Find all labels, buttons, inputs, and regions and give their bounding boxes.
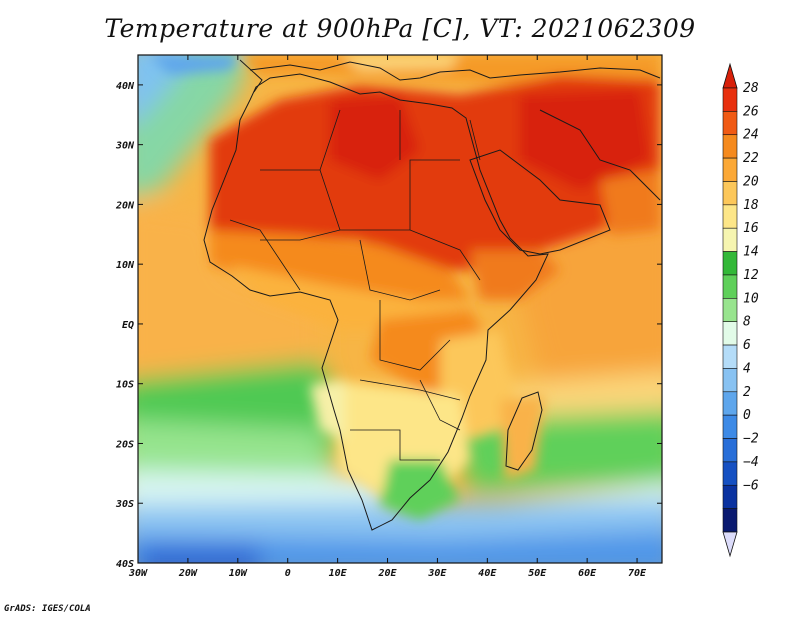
lat-tick-label: 40S bbox=[116, 559, 134, 570]
colorbar-label: −4 bbox=[743, 455, 759, 470]
colorbar-label: 2 bbox=[743, 385, 751, 400]
colorbar-swatch bbox=[722, 461, 738, 486]
lon-tick-label: 20E bbox=[377, 568, 397, 579]
colorbar-label: 22 bbox=[743, 151, 759, 166]
colorbar-label: 10 bbox=[743, 291, 759, 306]
coastlines-and-borders bbox=[203, 59, 661, 531]
colorbar-label: −6 bbox=[743, 478, 759, 493]
colorbar-swatch bbox=[722, 321, 738, 346]
europe-coastline bbox=[249, 61, 661, 81]
map-title: Temperature at 900hPa [C], VT: 202106230… bbox=[104, 14, 696, 43]
colorbar-label: 14 bbox=[743, 245, 759, 260]
lat-tick-label: 10S bbox=[116, 380, 134, 391]
colorbar-swatch bbox=[722, 87, 738, 112]
lon-tick-label: 60E bbox=[578, 568, 597, 579]
colorbar-swatch bbox=[722, 157, 738, 182]
lat-tick-label: 20N bbox=[115, 200, 135, 211]
colorbar-swatch bbox=[722, 508, 738, 533]
colorbar-swatch bbox=[722, 251, 738, 276]
colorbar-label: 4 bbox=[743, 361, 751, 376]
lat-tick-label: EQ bbox=[122, 320, 134, 331]
lon-tick-label: 0 bbox=[285, 568, 291, 579]
credit-text: GrADS: IGES/COLA bbox=[4, 604, 91, 614]
colorbar-swatch bbox=[722, 438, 738, 463]
plot-frame bbox=[137, 54, 663, 564]
colorbar-label: 16 bbox=[743, 221, 759, 236]
colorbar-label: 6 bbox=[743, 338, 751, 353]
madagascar-coastline bbox=[505, 391, 543, 471]
colorbar-label: 24 bbox=[743, 128, 759, 143]
colorbar-swatch bbox=[722, 484, 738, 509]
colorbar-label: 18 bbox=[743, 198, 759, 213]
lon-tick-label: 30E bbox=[427, 568, 447, 579]
lon-tick-label: 20W bbox=[178, 568, 198, 579]
colorbar-swatch bbox=[722, 111, 738, 136]
lon-tick-label: 40E bbox=[478, 568, 497, 579]
colorbar-label: −2 bbox=[743, 432, 759, 447]
colorbar-label: 28 bbox=[743, 81, 759, 96]
lon-tick-label: 10E bbox=[329, 568, 348, 579]
lon-tick-label: 70E bbox=[628, 568, 647, 579]
lat-tick-label: 40N bbox=[116, 81, 135, 92]
colorbar-swatch bbox=[722, 181, 738, 206]
colorbar-label: 26 bbox=[743, 104, 759, 119]
lat-tick-label: 10N bbox=[116, 260, 135, 271]
colorbar-swatch bbox=[722, 391, 738, 416]
lat-tick-label: 30S bbox=[115, 499, 134, 510]
colorbar-swatch bbox=[722, 414, 738, 439]
map-axes: 30W 20W 10W 0 10E 20E 30E 40E 50E 60E 70E 40N 30N 20N… bbox=[115, 55, 662, 579]
lon-tick-label: 10W bbox=[229, 568, 248, 579]
colorbar-label: 8 bbox=[743, 315, 751, 330]
colorbar-swatch bbox=[722, 344, 738, 369]
colorbar-swatch bbox=[722, 204, 738, 229]
colorbar-swatch bbox=[722, 368, 738, 393]
colorbar-over-arrow bbox=[722, 62, 738, 89]
lon-tick-label: 30W bbox=[128, 568, 148, 579]
africa-coastline bbox=[203, 73, 549, 531]
colorbar-label: 12 bbox=[743, 268, 759, 283]
colorbar-swatch bbox=[722, 134, 738, 159]
colorbar-swatch bbox=[722, 274, 738, 299]
colorbar-swatch bbox=[722, 298, 738, 322]
colorbar-label: 0 bbox=[743, 408, 751, 423]
colorbar-swatch bbox=[722, 227, 738, 252]
colorbar-label: 20 bbox=[743, 175, 759, 190]
lat-tick-label: 20S bbox=[115, 439, 134, 450]
colorbar-under-arrow bbox=[722, 531, 738, 558]
lon-tick-label: 50E bbox=[528, 568, 547, 579]
lat-tick-label: 30N bbox=[115, 141, 135, 152]
arabia-coastline bbox=[469, 149, 611, 255]
